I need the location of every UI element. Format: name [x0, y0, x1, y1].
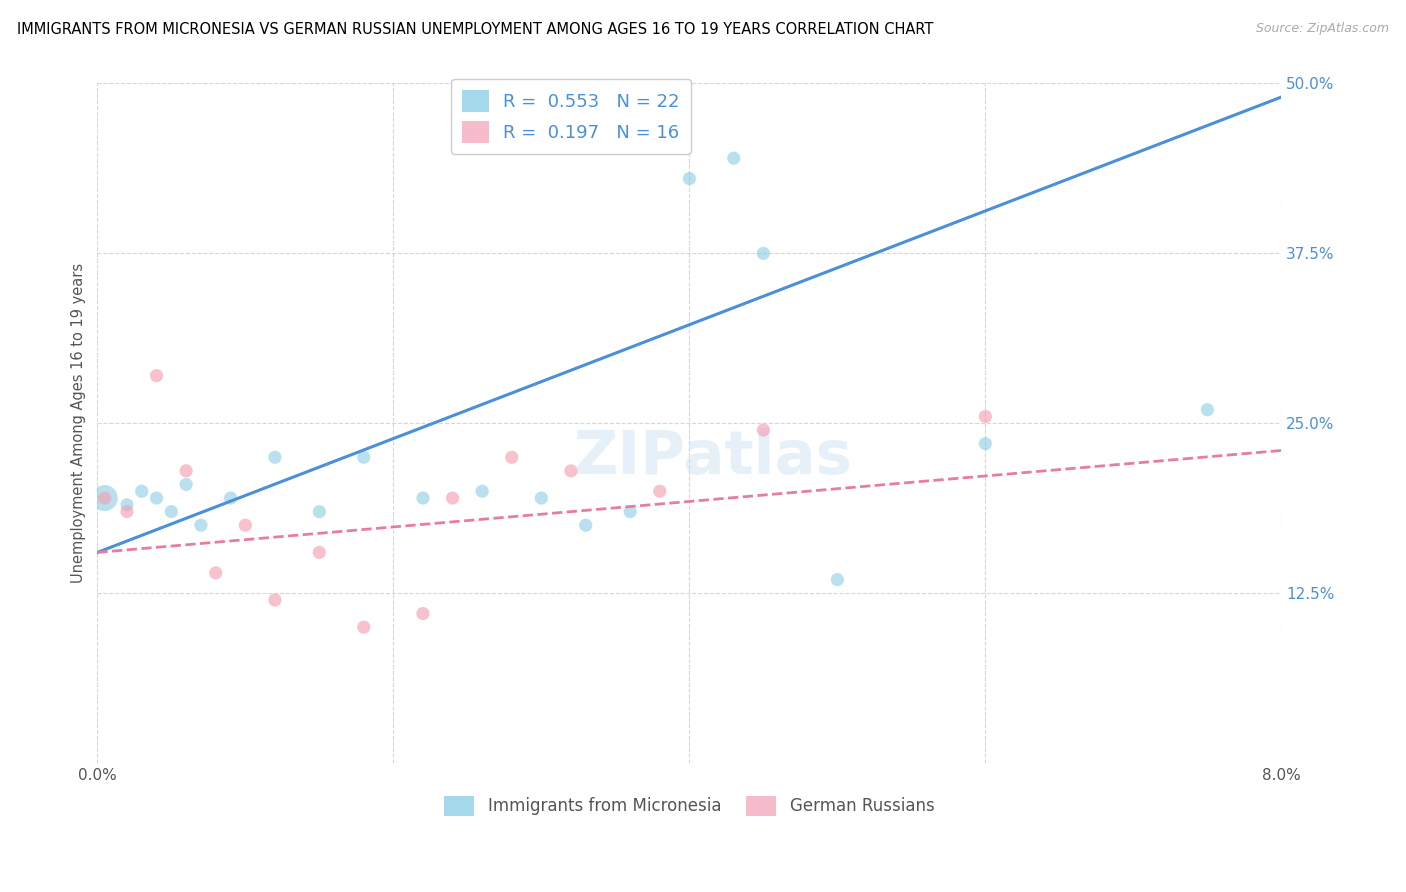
Point: [94, 491, 117, 505]
Point: [308, 505, 330, 519]
Y-axis label: Unemployment Among Ages 16 to 19 years: Unemployment Among Ages 16 to 19 years: [72, 263, 86, 583]
Text: ZIPatlas: ZIPatlas: [574, 428, 852, 487]
Point: [648, 484, 671, 499]
Point: [412, 607, 434, 621]
Point: [678, 171, 700, 186]
Point: [353, 620, 375, 634]
Point: [174, 477, 197, 491]
Point: [827, 573, 849, 587]
Point: [115, 505, 138, 519]
Point: [471, 484, 494, 499]
Point: [501, 450, 523, 465]
Point: [174, 464, 197, 478]
Point: [145, 368, 167, 383]
Point: [204, 566, 226, 580]
Point: [131, 484, 153, 499]
Point: [752, 423, 775, 437]
Point: [160, 505, 183, 519]
Point: [560, 464, 582, 478]
Text: Source: ZipAtlas.com: Source: ZipAtlas.com: [1256, 22, 1389, 36]
Point: [974, 436, 997, 450]
Point: [308, 545, 330, 559]
Point: [219, 491, 242, 505]
Point: [974, 409, 997, 424]
Point: [752, 246, 775, 260]
Point: [145, 491, 167, 505]
Point: [94, 491, 117, 505]
Point: [115, 498, 138, 512]
Point: [619, 505, 641, 519]
Point: [723, 151, 745, 165]
Point: [412, 491, 434, 505]
Point: [264, 593, 287, 607]
Point: [530, 491, 553, 505]
Legend: Immigrants from Micronesia, German Russians: Immigrants from Micronesia, German Russi…: [437, 789, 941, 822]
Text: IMMIGRANTS FROM MICRONESIA VS GERMAN RUSSIAN UNEMPLOYMENT AMONG AGES 16 TO 19 YE: IMMIGRANTS FROM MICRONESIA VS GERMAN RUS…: [17, 22, 934, 37]
Point: [235, 518, 257, 533]
Point: [264, 450, 287, 465]
Point: [353, 450, 375, 465]
Point: [441, 491, 464, 505]
Point: [1197, 402, 1219, 417]
Point: [575, 518, 598, 533]
Point: [190, 518, 212, 533]
